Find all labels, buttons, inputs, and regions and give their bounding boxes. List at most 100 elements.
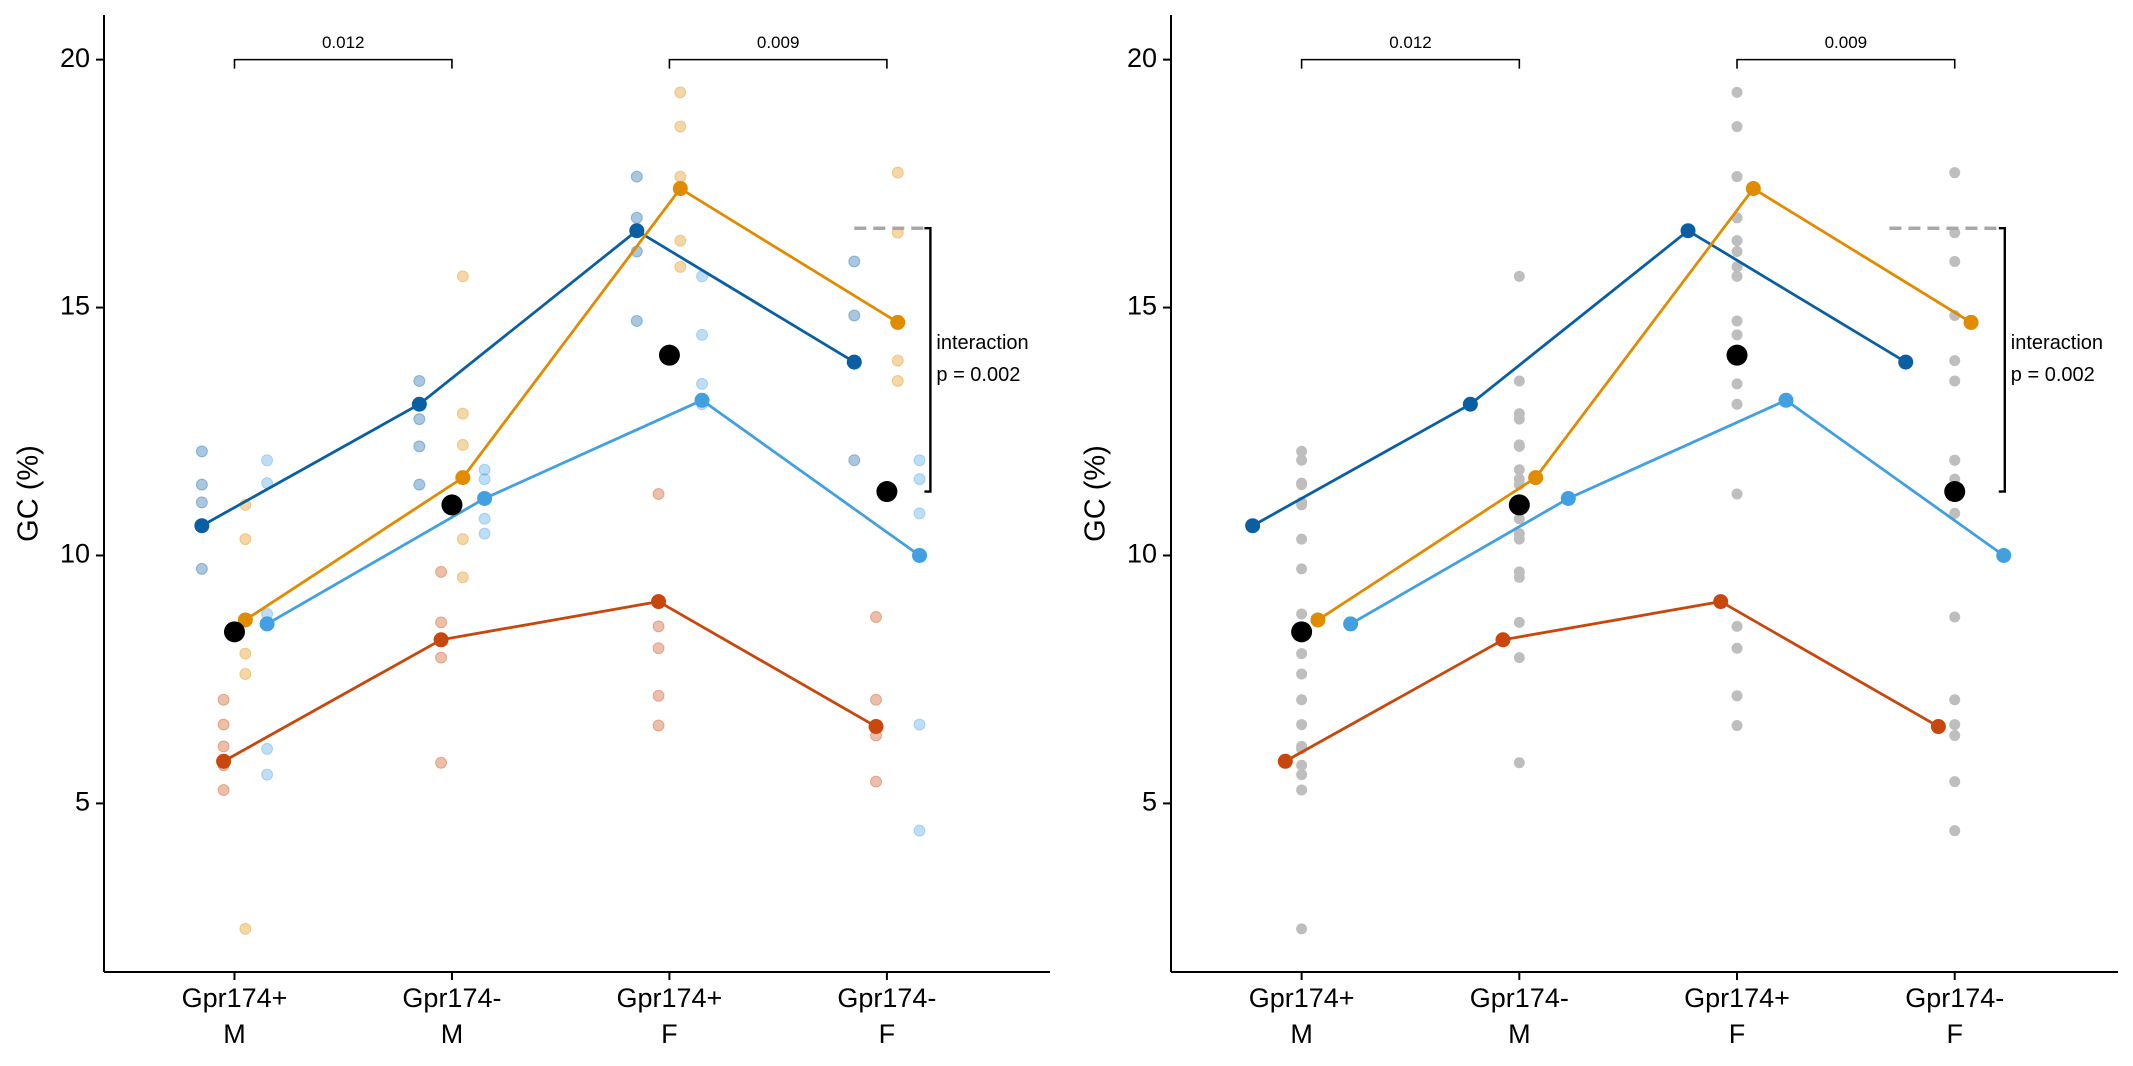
interaction-label: interaction [2011,332,2103,354]
data-point [696,377,709,390]
data-point [1296,719,1308,731]
group-mean [1680,223,1696,239]
y-axis-label: GC (%) [13,445,45,542]
data-point [1731,86,1743,98]
group-mean [1277,753,1293,769]
interaction-label: interaction [936,332,1028,354]
group-mean [1245,518,1261,534]
data-point [1949,507,1961,519]
overall-mean [1726,344,1748,366]
y-tick-label: 15 [60,291,90,321]
interaction-bracket [1998,227,2006,493]
data-point [674,260,687,273]
data-point [630,314,643,327]
x-tick-label: Gpr174+ [182,983,288,1013]
interaction-label: p = 0.002 [2011,364,2095,386]
y-tick-label: 20 [1127,43,1157,73]
overall-mean [223,621,245,643]
data-point [674,86,687,99]
group-mean [477,490,493,506]
data-point [1731,246,1743,258]
data-point [1731,620,1743,632]
data-point [1949,375,1961,387]
y-tick-label: 20 [60,43,90,73]
overall-mean [441,494,463,516]
overall-mean [1291,621,1313,643]
data-point [435,565,448,578]
group-mean [1343,616,1359,632]
x-tick-label: M [1290,1019,1313,1049]
data-point [652,487,665,500]
data-point [1296,668,1308,680]
data-point [195,496,208,509]
group-mean [1462,396,1478,412]
group-line [201,228,855,527]
data-point [913,473,926,486]
data-point [1296,784,1308,796]
data-point [1296,499,1308,511]
data-point [1296,923,1308,935]
significance-label: 0.009 [1825,33,1868,52]
group-line [266,398,921,626]
interaction-label: p = 0.002 [936,364,1020,386]
data-point [261,454,274,467]
group-mean [1713,594,1729,610]
y-axis-label: GC (%) [1080,445,1112,542]
data-point [435,616,448,629]
overall-mean [1508,494,1530,516]
x-tick-label: Gpr174- [402,983,501,1013]
data-point [1296,477,1308,489]
significance-label: 0.012 [1389,33,1432,52]
data-point [1296,454,1308,466]
data-point [195,445,208,458]
group-mean [259,616,275,632]
data-point [1731,315,1743,327]
data-point [1296,445,1308,457]
significance-bracket [1736,58,1956,69]
data-point [1949,355,1961,367]
group-mean [1930,719,1946,735]
data-point [217,693,230,706]
overall-mean [658,344,680,366]
data-point [239,667,252,680]
group-mean [1560,490,1576,506]
data-point [913,824,926,837]
data-point [1731,642,1743,654]
data-point [630,170,643,183]
group-mean [846,354,862,370]
data-point [1949,825,1961,837]
significance-bracket [668,58,888,69]
data-point [239,533,252,546]
group-line [1251,228,1907,527]
data-point [1296,533,1308,545]
data-point [1513,616,1525,628]
group-mean [1963,314,1979,330]
significance-label: 0.009 [757,33,800,52]
data-point [217,718,230,731]
group-mean [672,181,688,197]
data-point [1949,719,1961,731]
data-point [1949,454,1961,466]
data-point [456,407,469,420]
data-point [413,374,426,387]
data-point [1513,270,1525,282]
data-point [239,922,252,935]
overall-mean [1944,481,1966,503]
data-point [478,473,491,486]
data-point [913,507,926,520]
group-mean [1898,354,1914,370]
data-point [456,270,469,283]
group-mean [629,223,645,239]
data-point [1296,608,1308,620]
data-point [848,309,861,322]
data-point [652,620,665,633]
overall-mean [876,481,898,503]
data-point [674,170,687,183]
x-tick-label: F [1946,1019,1963,1049]
data-point [870,775,883,788]
data-point [1949,167,1961,179]
group-mean [433,632,449,648]
group-mean [694,392,710,408]
x-tick-label: Gpr174+ [1684,983,1790,1013]
